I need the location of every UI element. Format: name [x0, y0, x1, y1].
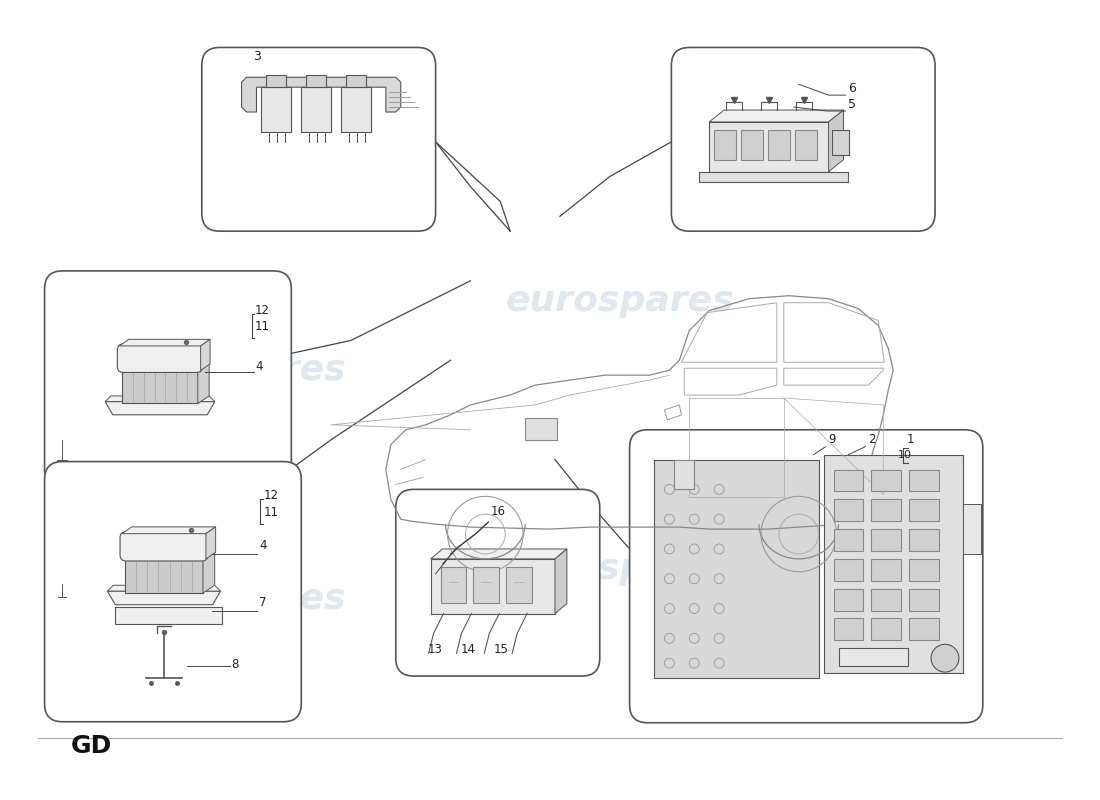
- Text: eurospares: eurospares: [505, 552, 734, 586]
- Polygon shape: [710, 110, 844, 122]
- Bar: [824, 454, 962, 673]
- Bar: [262, 87, 292, 132]
- Polygon shape: [198, 363, 209, 403]
- Text: 15: 15: [493, 643, 508, 656]
- Text: 14: 14: [461, 643, 475, 656]
- Bar: [838, 648, 909, 666]
- Text: 13: 13: [428, 643, 442, 656]
- Polygon shape: [108, 586, 220, 591]
- Bar: [116, 606, 222, 624]
- FancyBboxPatch shape: [45, 462, 301, 722]
- Text: 3: 3: [253, 50, 262, 63]
- Bar: [674, 459, 694, 490]
- Polygon shape: [828, 110, 844, 171]
- Bar: [506, 567, 532, 602]
- Bar: [795, 130, 816, 160]
- Bar: [910, 618, 939, 640]
- Polygon shape: [430, 559, 556, 614]
- Polygon shape: [125, 551, 214, 559]
- Polygon shape: [200, 339, 210, 370]
- Text: 4: 4: [255, 360, 263, 374]
- Bar: [125, 559, 204, 593]
- Polygon shape: [556, 549, 566, 614]
- Text: 9: 9: [828, 433, 836, 446]
- Bar: [700, 171, 848, 182]
- Polygon shape: [206, 527, 216, 559]
- Bar: [910, 589, 939, 610]
- Bar: [871, 618, 901, 640]
- Text: 8: 8: [232, 658, 239, 671]
- Polygon shape: [654, 459, 818, 678]
- Bar: [834, 618, 864, 640]
- Bar: [306, 75, 326, 87]
- Bar: [910, 559, 939, 581]
- FancyBboxPatch shape: [118, 344, 202, 373]
- Bar: [834, 470, 864, 491]
- Polygon shape: [204, 551, 214, 593]
- FancyBboxPatch shape: [120, 532, 208, 561]
- Bar: [714, 130, 736, 160]
- Text: 11: 11: [264, 506, 278, 519]
- Text: eurospares: eurospares: [118, 354, 345, 387]
- Text: 12: 12: [254, 304, 270, 317]
- Bar: [301, 87, 331, 132]
- Bar: [832, 130, 849, 154]
- Text: 2: 2: [868, 433, 876, 446]
- Bar: [834, 559, 864, 581]
- Text: eurospares: eurospares: [118, 582, 345, 616]
- Bar: [871, 499, 901, 521]
- Bar: [871, 529, 901, 551]
- Circle shape: [931, 644, 959, 672]
- Text: 11: 11: [254, 321, 270, 334]
- Text: 10: 10: [899, 450, 912, 459]
- Bar: [834, 529, 864, 551]
- Bar: [266, 75, 286, 87]
- Text: 16: 16: [491, 505, 505, 518]
- Bar: [910, 499, 939, 521]
- Polygon shape: [122, 363, 209, 370]
- Bar: [871, 559, 901, 581]
- Polygon shape: [962, 504, 981, 554]
- Bar: [341, 87, 371, 132]
- Bar: [473, 567, 499, 602]
- Text: 6: 6: [848, 82, 857, 95]
- Polygon shape: [106, 396, 214, 402]
- FancyBboxPatch shape: [201, 47, 436, 231]
- Bar: [910, 470, 939, 491]
- Polygon shape: [119, 339, 210, 346]
- Bar: [525, 418, 557, 440]
- Polygon shape: [106, 402, 214, 414]
- Bar: [871, 589, 901, 610]
- Text: eurospares: eurospares: [505, 284, 734, 318]
- FancyBboxPatch shape: [45, 271, 292, 487]
- Bar: [871, 470, 901, 491]
- Polygon shape: [430, 549, 566, 559]
- Text: 12: 12: [264, 490, 278, 502]
- Bar: [834, 589, 864, 610]
- Text: 4: 4: [260, 539, 267, 552]
- Polygon shape: [108, 591, 220, 605]
- Bar: [441, 567, 466, 602]
- FancyBboxPatch shape: [629, 430, 982, 722]
- FancyBboxPatch shape: [671, 47, 935, 231]
- Text: 7: 7: [260, 595, 267, 609]
- Bar: [768, 130, 790, 160]
- Text: 1: 1: [906, 433, 914, 446]
- Text: 5: 5: [848, 98, 857, 111]
- Polygon shape: [710, 122, 828, 171]
- FancyBboxPatch shape: [396, 490, 600, 676]
- Polygon shape: [242, 78, 400, 112]
- Bar: [910, 529, 939, 551]
- Bar: [741, 130, 763, 160]
- Text: GD: GD: [70, 734, 112, 758]
- Bar: [346, 75, 366, 87]
- Bar: [122, 370, 198, 403]
- Polygon shape: [122, 527, 216, 534]
- Bar: [834, 499, 864, 521]
